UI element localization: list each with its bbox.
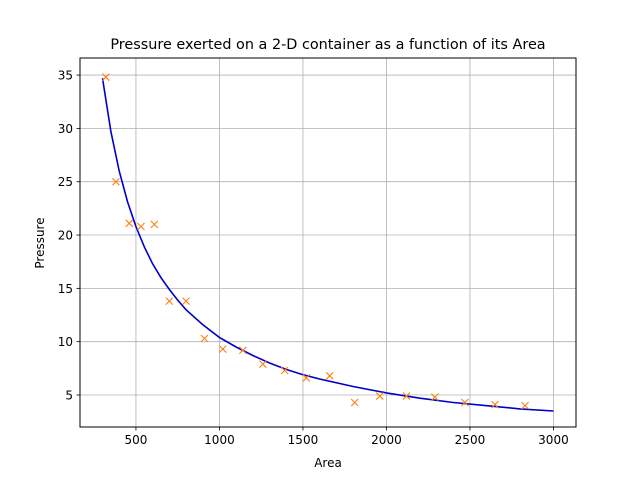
x-tick-label: 3000: [538, 433, 569, 447]
y-tick-label: 35: [58, 69, 73, 83]
data-point-marker: [375, 392, 384, 400]
data-point-marker: [280, 366, 289, 375]
axis-ticks: 500 1000 1500 2000 2500 3000 5 10 15 20 25 30 35: [58, 69, 569, 447]
data-point-marker: [125, 219, 134, 228]
plot-frame: [79, 57, 577, 428]
data-point-marker: [402, 392, 411, 400]
y-tick-label: 10: [58, 335, 73, 349]
data-point-marker: [218, 345, 227, 354]
x-axis-label: Area: [314, 456, 342, 470]
y-tick-label: 15: [58, 282, 73, 296]
y-tick-label: 5: [65, 389, 73, 403]
data-point-marker: [150, 220, 159, 229]
data-point-marker: [521, 401, 529, 410]
data-point-marker: [491, 400, 499, 409]
data-point-marker: [302, 374, 311, 382]
y-tick-label: 25: [58, 175, 73, 189]
plot-series: [101, 73, 554, 412]
data-point-marker: [101, 73, 110, 82]
y-tick-label: 30: [58, 122, 73, 136]
data-point-marker: [112, 177, 120, 186]
data-point-marker: [430, 393, 439, 402]
data-point-marker: [258, 360, 267, 368]
grid-lines: [80, 58, 576, 427]
x-tick-label: 1500: [288, 433, 319, 447]
y-tick-label: 20: [58, 229, 73, 243]
data-point-marker: [200, 334, 209, 343]
x-tick-label: 1000: [204, 433, 235, 447]
x-tick-label: 2500: [455, 433, 486, 447]
data-point-marker: [165, 297, 174, 306]
data-point-marker: [350, 398, 359, 407]
chart-title: Pressure exerted on a 2-D container as a…: [110, 37, 545, 53]
data-point-marker: [461, 398, 469, 407]
data-point-marker: [325, 371, 334, 380]
data-point-marker: [137, 222, 145, 231]
y-axis-label: Pressure: [33, 217, 47, 268]
x-tick-label: 2000: [371, 433, 402, 447]
data-point-marker: [182, 297, 190, 306]
x-tick-label: 500: [124, 433, 147, 447]
fit-curve: [101, 78, 554, 412]
data-point-marker: [238, 346, 247, 355]
